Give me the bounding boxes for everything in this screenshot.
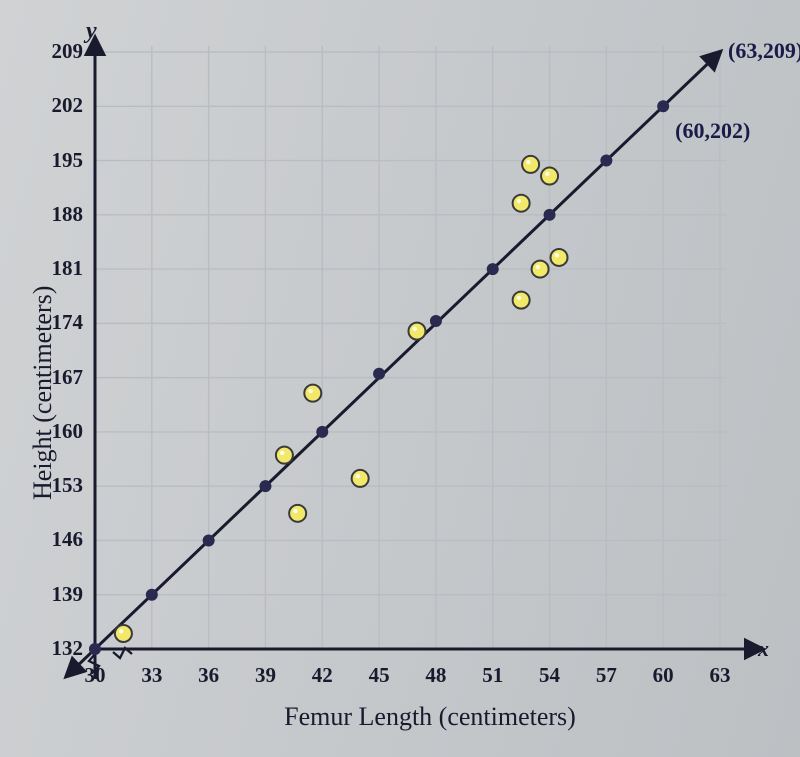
x-tick: 36 <box>189 663 229 688</box>
y-axis-label: Height (centimeters) <box>28 200 58 500</box>
x-tick: 30 <box>75 663 115 688</box>
y-tick: 202 <box>33 93 83 118</box>
point-annotation: (63,209) <box>728 38 800 64</box>
x-tick: 39 <box>245 663 285 688</box>
x-tick: 51 <box>473 663 513 688</box>
chart-page: { "chart": { "type": "scatter", "xlabel"… <box>0 0 800 757</box>
x-tick: 42 <box>302 663 342 688</box>
y-tick: 139 <box>33 582 83 607</box>
scatter-plot <box>0 0 800 757</box>
y-tick: 209 <box>33 39 83 64</box>
x-tick: 48 <box>416 663 456 688</box>
x-tick: 60 <box>643 663 683 688</box>
x-tick: 63 <box>700 663 740 688</box>
x-tick: 54 <box>530 663 570 688</box>
x-axis-label: Femur Length (centimeters) <box>220 702 640 732</box>
x-axis-variable: x <box>758 636 769 662</box>
y-tick: 132 <box>33 636 83 661</box>
y-axis-variable: y <box>86 18 97 45</box>
y-tick: 195 <box>33 148 83 173</box>
point-annotation: (60,202) <box>675 118 750 144</box>
x-tick: 33 <box>132 663 172 688</box>
x-tick: 45 <box>359 663 399 688</box>
x-tick: 57 <box>586 663 626 688</box>
y-tick: 146 <box>33 527 83 552</box>
